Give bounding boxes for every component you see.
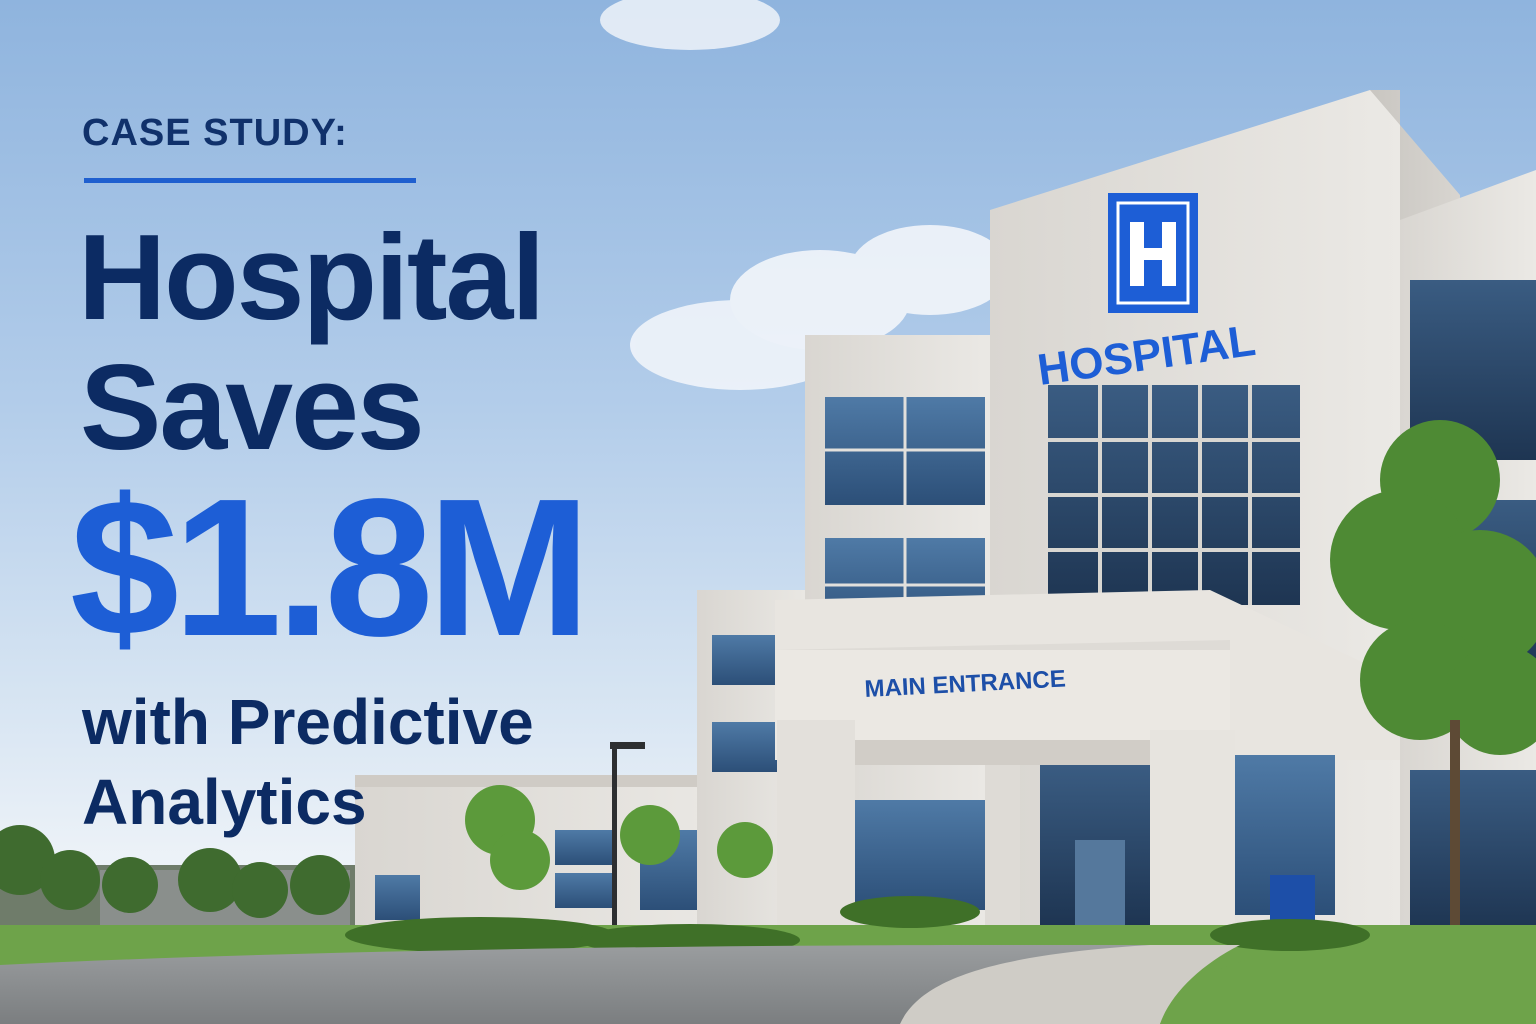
headline-line-5: Analytics xyxy=(82,766,367,838)
savings-amount: $1.8M xyxy=(70,458,591,677)
headline-line-4: with Predictive xyxy=(82,686,534,758)
eyebrow-label: CASE STUDY: xyxy=(82,112,348,154)
hospital-h-sign-icon xyxy=(1108,193,1198,313)
eyebrow-underline xyxy=(84,178,416,183)
headline-line-2: Saves xyxy=(80,339,425,475)
cloud xyxy=(600,0,1010,390)
tree xyxy=(1330,420,1536,950)
headline-line-1: Hospital xyxy=(78,209,545,345)
